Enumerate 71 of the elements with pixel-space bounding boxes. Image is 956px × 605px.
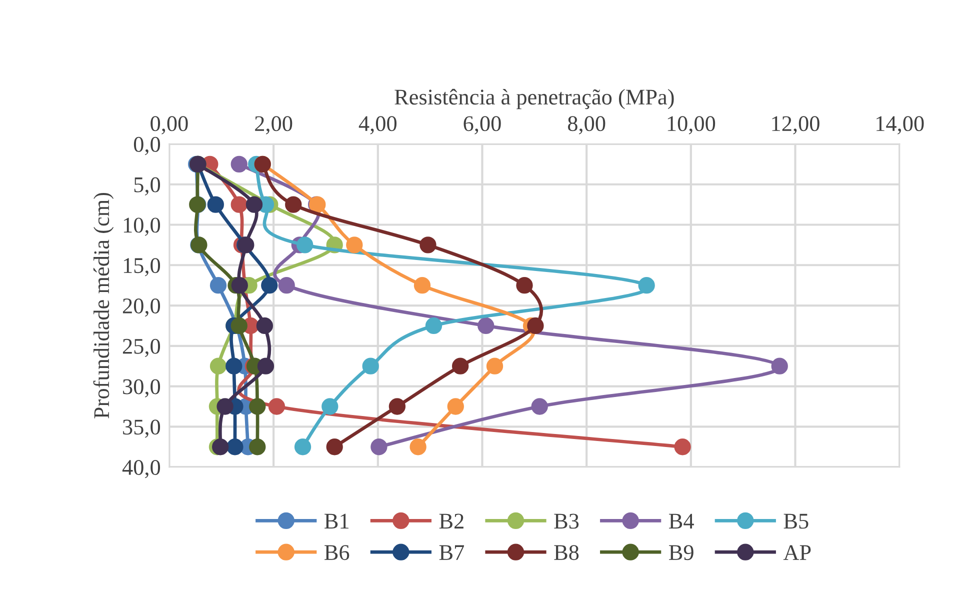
point xyxy=(278,277,295,294)
point xyxy=(531,398,548,415)
y-tick-label: 0,0 xyxy=(134,136,160,156)
legend-label: B1 xyxy=(324,514,348,529)
point xyxy=(771,358,788,374)
point xyxy=(230,317,248,334)
point xyxy=(326,438,343,456)
x-tick-label: 4,00 xyxy=(358,116,396,134)
y-tick-label: 40,0 xyxy=(122,460,160,478)
legend-label: B9 xyxy=(668,545,694,560)
point xyxy=(230,156,248,173)
point xyxy=(516,277,533,294)
point xyxy=(285,196,302,213)
y-tick-label: 35,0 xyxy=(123,420,160,438)
point xyxy=(249,398,266,415)
point xyxy=(447,398,464,415)
point xyxy=(231,277,248,294)
point xyxy=(256,317,274,334)
y-tick-label: 20,0 xyxy=(122,298,160,317)
point xyxy=(212,438,229,456)
x-tick-label: 8,00 xyxy=(568,116,606,134)
point xyxy=(486,358,504,374)
point xyxy=(210,277,227,294)
legend-label: B8 xyxy=(554,545,579,560)
x-tick-label: 10,00 xyxy=(668,116,716,134)
point xyxy=(249,438,266,456)
point xyxy=(420,236,436,254)
point xyxy=(346,236,363,254)
x-tick-label: 2,00 xyxy=(255,116,292,134)
legend-label: B3 xyxy=(554,514,579,529)
point xyxy=(362,358,379,374)
point xyxy=(638,277,655,294)
point xyxy=(216,398,234,415)
legend-label: B4 xyxy=(668,514,694,529)
legend-label: B6 xyxy=(324,545,350,560)
x-tick-label: 14,00 xyxy=(876,116,924,134)
y-tick-label: 5,0 xyxy=(134,177,160,196)
y-tick-label: 15,0 xyxy=(124,258,160,276)
point xyxy=(230,196,248,213)
point xyxy=(322,398,338,415)
point xyxy=(527,317,544,334)
point xyxy=(210,358,227,374)
point xyxy=(257,358,274,374)
point xyxy=(388,398,406,415)
point xyxy=(226,358,242,374)
x-axis-title: Resistência à penetração (MPa) xyxy=(394,88,674,110)
point xyxy=(410,438,426,456)
point xyxy=(452,358,469,374)
point xyxy=(261,277,278,294)
point xyxy=(226,438,244,456)
legend-label: B7 xyxy=(439,545,464,560)
point xyxy=(674,438,691,456)
point xyxy=(294,438,312,456)
point xyxy=(268,398,286,415)
point xyxy=(414,277,431,294)
point xyxy=(425,317,442,334)
y-axis-title: Profundidade média (cm) xyxy=(93,192,114,418)
point xyxy=(207,196,224,213)
x-tick-label: 6,00 xyxy=(464,116,501,134)
legend-label: AP xyxy=(783,545,811,560)
y-tick-label: 10,0 xyxy=(124,218,160,236)
y-tick-label: 30,0 xyxy=(123,379,160,398)
legend-label: B2 xyxy=(439,514,464,529)
x-tick-label: 0,00 xyxy=(150,116,188,134)
point xyxy=(296,236,314,254)
point xyxy=(370,438,388,456)
x-tick-label: 12,00 xyxy=(772,116,820,134)
legend-label: B5 xyxy=(784,514,808,529)
point xyxy=(478,317,494,334)
y-tick-label: 25,0 xyxy=(122,338,160,358)
point xyxy=(246,196,263,213)
